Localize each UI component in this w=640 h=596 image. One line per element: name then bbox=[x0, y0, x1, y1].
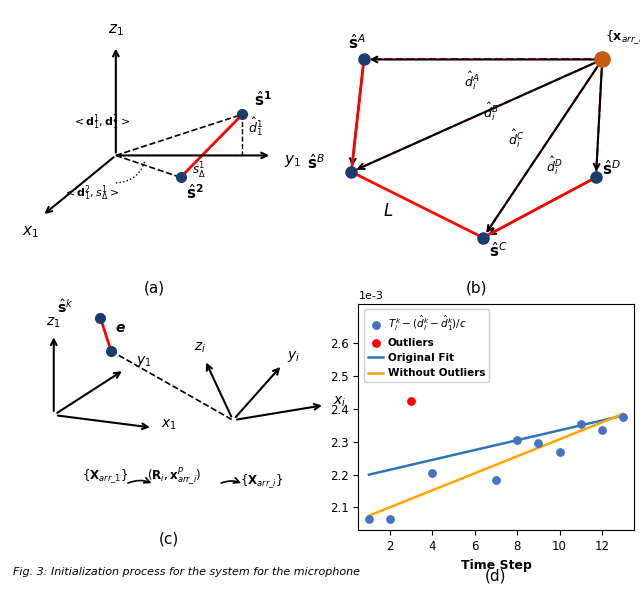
Text: $\hat{d}_i^A$: $\hat{d}_i^A$ bbox=[464, 70, 480, 92]
Text: $\hat{\mathbf{s}}^B$: $\hat{\mathbf{s}}^B$ bbox=[307, 153, 325, 172]
Text: $\hat{\mathbf{s}}^{\mathbf{1}}$: $\hat{\mathbf{s}}^{\mathbf{1}}$ bbox=[254, 90, 272, 109]
Text: $\hat{d}_i^D$: $\hat{d}_i^D$ bbox=[546, 155, 562, 178]
Outliers bbox=[406, 396, 417, 405]
Text: $y_i$: $y_i$ bbox=[287, 349, 300, 364]
Text: $\boldsymbol{e}$: $\boldsymbol{e}$ bbox=[115, 321, 125, 335]
Text: $z_1$: $z_1$ bbox=[47, 315, 61, 330]
X-axis label: Time Step: Time Step bbox=[461, 558, 531, 572]
$T_i^k - (\hat{d}_i^k - \hat{d}_1^k)/c$ bbox=[533, 439, 543, 448]
Text: $\hat{d}_i^C$: $\hat{d}_i^C$ bbox=[508, 128, 524, 150]
Text: $<\mathbf{d}_1^2,s_\Delta^1>$: $<\mathbf{d}_1^2,s_\Delta^1>$ bbox=[63, 184, 119, 203]
Text: (b): (b) bbox=[466, 281, 488, 296]
Text: $<\mathbf{d}_1^1,\mathbf{d}_1^2>$: $<\mathbf{d}_1^1,\mathbf{d}_1^2>$ bbox=[72, 112, 130, 132]
Text: $\{\mathbf{X}_{arr\_i}\}$: $\{\mathbf{X}_{arr\_i}\}$ bbox=[240, 473, 284, 491]
Text: $z_i$: $z_i$ bbox=[193, 341, 205, 355]
Outliers bbox=[470, 324, 480, 333]
Text: $x_1$: $x_1$ bbox=[22, 224, 39, 240]
$T_i^k - (\hat{d}_i^k - \hat{d}_1^k)/c$ bbox=[385, 514, 396, 524]
$T_i^k - (\hat{d}_i^k - \hat{d}_1^k)/c$ bbox=[575, 419, 586, 429]
Text: $x_i$: $x_i$ bbox=[333, 395, 346, 409]
Text: $\hat{\mathbf{s}}^k$: $\hat{\mathbf{s}}^k$ bbox=[58, 297, 74, 315]
Text: Fig. 3: Initialization process for the system for the microphone: Fig. 3: Initialization process for the s… bbox=[13, 567, 360, 577]
Text: $y_1$: $y_1$ bbox=[284, 153, 301, 169]
Text: $L$: $L$ bbox=[383, 202, 393, 220]
Text: $x_1$: $x_1$ bbox=[161, 418, 177, 432]
Text: $z_1$: $z_1$ bbox=[108, 22, 124, 38]
Text: $y_1$: $y_1$ bbox=[136, 354, 152, 369]
Text: $\hat{\mathbf{s}}^D$: $\hat{\mathbf{s}}^D$ bbox=[602, 159, 621, 178]
$T_i^k - (\hat{d}_i^k - \hat{d}_1^k)/c$ bbox=[491, 475, 501, 485]
Text: $\{\mathbf{x}_{arr\_i}\}$: $\{\mathbf{x}_{arr\_i}\}$ bbox=[605, 29, 640, 46]
Text: (a): (a) bbox=[143, 281, 164, 296]
$T_i^k - (\hat{d}_i^k - \hat{d}_1^k)/c$ bbox=[512, 436, 522, 445]
Text: $\hat{d}_i^B$: $\hat{d}_i^B$ bbox=[483, 100, 499, 123]
Legend: $T_i^k - (\hat{d}_i^k - \hat{d}_1^k)/c$, Outliers, Original Fit, Without Outlier: $T_i^k - (\hat{d}_i^k - \hat{d}_1^k)/c$,… bbox=[364, 309, 489, 383]
Text: $\hat{\mathbf{s}}^{\mathbf{2}}$: $\hat{\mathbf{s}}^{\mathbf{2}}$ bbox=[186, 184, 204, 202]
Text: $\hat{\mathbf{s}}^A$: $\hat{\mathbf{s}}^A$ bbox=[348, 33, 366, 51]
Text: $\hat{\mathbf{s}}^C$: $\hat{\mathbf{s}}^C$ bbox=[490, 241, 508, 260]
Text: $(\mathbf{R}_i,\mathbf{x}^p_{arr\_i})$: $(\mathbf{R}_i,\mathbf{x}^p_{arr\_i})$ bbox=[147, 465, 201, 486]
$T_i^k - (\hat{d}_i^k - \hat{d}_1^k)/c$ bbox=[554, 447, 564, 457]
Text: $\hat{d}_1^1$: $\hat{d}_1^1$ bbox=[248, 115, 263, 138]
$T_i^k - (\hat{d}_i^k - \hat{d}_1^k)/c$ bbox=[428, 468, 438, 478]
$T_i^k - (\hat{d}_i^k - \hat{d}_1^k)/c$ bbox=[618, 412, 628, 422]
Text: $s_\Delta^1$: $s_\Delta^1$ bbox=[193, 161, 206, 181]
$T_i^k - (\hat{d}_i^k - \hat{d}_1^k)/c$ bbox=[596, 426, 607, 435]
$T_i^k - (\hat{d}_i^k - \hat{d}_1^k)/c$ bbox=[364, 514, 374, 524]
Text: (c): (c) bbox=[158, 531, 179, 546]
Text: (d): (d) bbox=[485, 568, 507, 583]
Text: $\{\mathbf{X}_{arr\_1}\}$: $\{\mathbf{X}_{arr\_1}\}$ bbox=[83, 467, 129, 485]
Text: 1e-3: 1e-3 bbox=[358, 291, 383, 302]
